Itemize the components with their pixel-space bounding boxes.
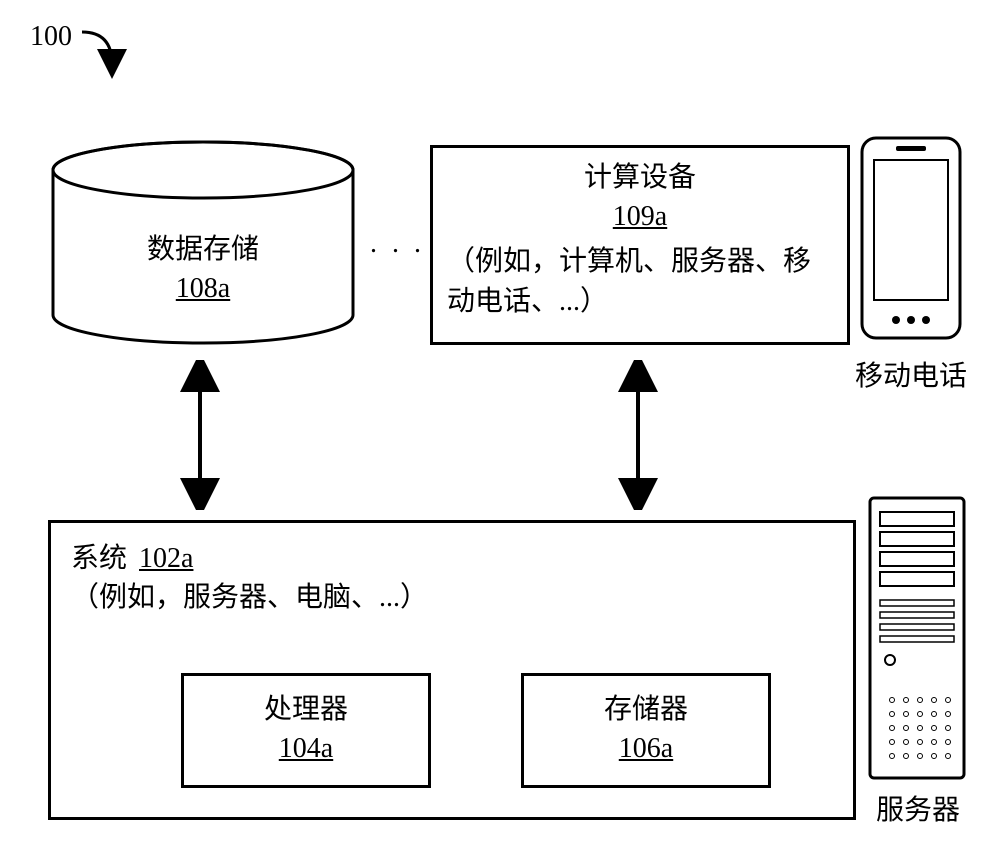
data-storage-ref: 108a bbox=[48, 269, 358, 308]
figure-number: 100 bbox=[30, 21, 72, 52]
system-subtitle: （例如，服务器、电脑、...） bbox=[71, 578, 833, 617]
memory-ref: 106a bbox=[524, 729, 768, 768]
memory-title: 存储器 bbox=[524, 690, 768, 729]
processor-ref: 104a bbox=[184, 729, 428, 768]
figure-hook-arrow bbox=[82, 32, 112, 64]
data-storage-title: 数据存储 bbox=[48, 230, 358, 269]
server-caption: 服务器 bbox=[858, 792, 978, 830]
arrow-storage-system bbox=[180, 360, 220, 510]
computing-device-title: 计算设备 bbox=[447, 158, 833, 197]
server-icon bbox=[862, 490, 972, 790]
ellipsis: . . . bbox=[370, 225, 425, 263]
computing-device-subtitle: （例如，计算机、服务器、移动电话、...） bbox=[447, 242, 833, 320]
system-ref: 102a bbox=[139, 539, 193, 578]
mobile-phone-caption: 移动电话 bbox=[846, 358, 976, 396]
system-title-prefix: 系统 bbox=[71, 539, 127, 578]
mobile-phone-icon bbox=[856, 132, 966, 352]
arrow-device-system bbox=[618, 360, 658, 510]
computing-device-ref: 109a bbox=[447, 197, 833, 236]
processor-title: 处理器 bbox=[184, 690, 428, 729]
